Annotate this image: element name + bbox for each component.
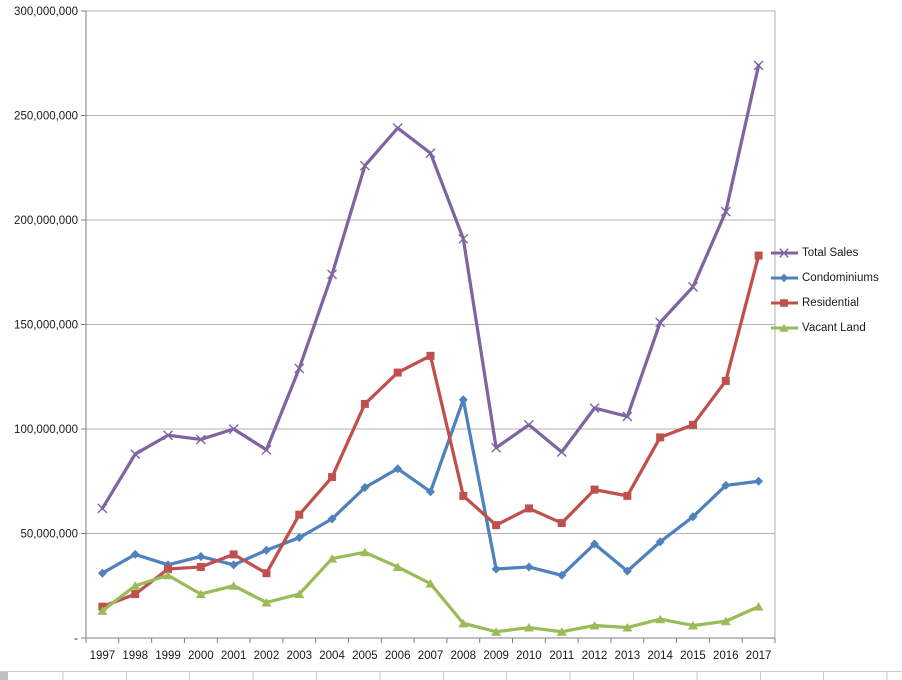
legend-label: Total Sales — [802, 246, 859, 259]
x-tick-label: 1997 — [90, 650, 116, 662]
x-tick-label: 2017 — [746, 650, 772, 662]
x-tick-label: 2012 — [582, 650, 608, 662]
x-tick-label: 2002 — [254, 650, 280, 662]
x-tick-label: 2009 — [483, 650, 509, 662]
x-tick-label: 2003 — [286, 650, 312, 662]
x-tick-label: 2010 — [516, 650, 542, 662]
y-gridlines — [86, 10, 776, 638]
y-tick-label: 200,000,000 — [14, 215, 78, 227]
x-axis-labels: 1997 1998 1999 2000 2001 2002 2003 2004 2005 2006… — [90, 650, 772, 662]
x-tick-label: 2006 — [385, 650, 411, 662]
x-tick-label: 2016 — [713, 650, 739, 662]
x-tick-label: 2015 — [680, 650, 706, 662]
x-tick-label: 2004 — [319, 650, 345, 662]
axes — [81, 10, 776, 643]
x-tick-label: 2011 — [549, 650, 574, 662]
x-tick-label: 1998 — [122, 650, 148, 662]
x-tick-label: 2005 — [352, 650, 378, 662]
total-sales-line-icon — [770, 247, 800, 259]
residential-line-icon — [770, 297, 800, 309]
vacant-land-line-icon — [770, 322, 800, 334]
legend-label: Vacant Land — [802, 321, 866, 334]
x-tick-label: 2014 — [647, 650, 673, 662]
y-tick-label: 50,000,000 — [20, 529, 78, 541]
y-tick-label: 100,000,000 — [14, 424, 78, 436]
spreadsheet-row-header-edge — [0, 672, 8, 680]
condominiums-line-icon — [770, 272, 800, 284]
x-tick-label: 2000 — [188, 650, 214, 662]
spreadsheet-gridlines — [0, 671, 902, 680]
legend-item-condominiums[interactable]: Condominiums — [770, 265, 879, 290]
legend-label: Residential — [802, 296, 859, 309]
y-tick-label: 150,000,000 — [14, 320, 78, 332]
series-condominiums[interactable] — [97, 395, 764, 580]
chart-legend: Total Sales Condominiums Residential Vac… — [770, 240, 879, 340]
legend-item-residential[interactable]: Residential — [770, 290, 879, 315]
y-tick-label: - — [74, 633, 78, 645]
x-tick-label: 2013 — [615, 650, 641, 662]
legend-label: Condominiums — [802, 271, 879, 284]
x-tick-label: 2001 — [221, 650, 247, 662]
x-tick-label: 2008 — [451, 650, 477, 662]
y-tick-label: 300,000,000 — [14, 6, 78, 18]
legend-item-total-sales[interactable]: Total Sales — [770, 240, 879, 265]
y-axis-labels: - 50,000,000 100,000,000 150,000,000 200,000… — [14, 6, 78, 645]
legend-item-vacant-land[interactable]: Vacant Land — [770, 315, 879, 340]
x-tick-label: 1999 — [155, 650, 181, 662]
y-tick-label: 250,000,000 — [14, 111, 78, 123]
x-tick-label: 2007 — [418, 650, 444, 662]
series-total-sales[interactable] — [97, 60, 764, 514]
series-vacant-land[interactable] — [97, 547, 764, 636]
